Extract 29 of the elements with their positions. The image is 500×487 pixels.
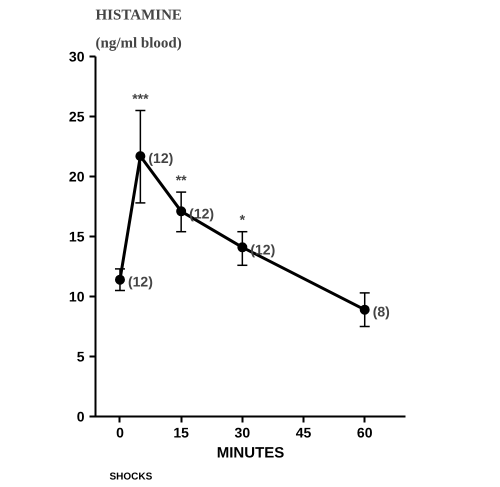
point	[135, 151, 146, 162]
annotation: (8)	[372, 304, 390, 320]
y-tick-label: 5	[76, 348, 85, 364]
y-tick-label: 30	[68, 48, 85, 64]
y-tick-label: 25	[68, 108, 85, 124]
chart-subtitle: (ng/ml blood)	[96, 36, 182, 52]
annotation: (12)	[250, 241, 276, 258]
point	[176, 206, 186, 216]
point	[360, 304, 370, 315]
y-tick-label: 10	[68, 288, 85, 304]
annotation: (12)	[189, 205, 214, 222]
annotation: *	[240, 212, 246, 228]
y-tick-label: 0	[76, 408, 85, 424]
annotation: ***	[132, 90, 150, 106]
annotation: (12)	[128, 274, 153, 290]
point	[237, 242, 248, 252]
x-tick-label: 0	[116, 424, 124, 440]
x-axis-title: MINUTES	[216, 444, 284, 462]
text: SHOCKS	[110, 472, 153, 482]
y-tick-label: 20	[68, 168, 85, 184]
point	[114, 274, 125, 285]
x-tick-label: 15	[173, 424, 190, 440]
x-tick-label: 60	[356, 424, 373, 440]
x-tick-label: 45	[296, 424, 312, 440]
y-tick-label: 15	[68, 228, 85, 244]
annotation: **	[176, 172, 188, 188]
chart-title: HISTAMINE	[96, 8, 182, 24]
annotation: (12)	[148, 150, 174, 166]
x-tick-label: 30	[234, 424, 250, 440]
